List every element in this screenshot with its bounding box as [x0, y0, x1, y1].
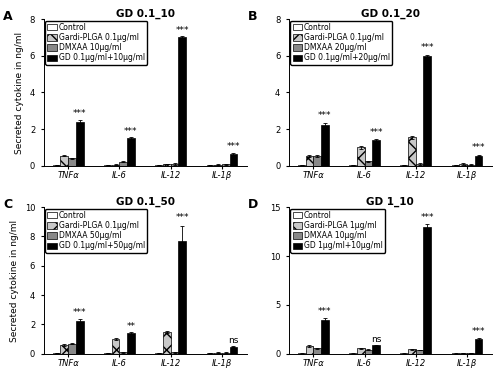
Bar — [222, 164, 230, 166]
Text: ***: *** — [73, 308, 86, 317]
Bar — [170, 352, 178, 354]
Bar — [60, 345, 68, 354]
Bar — [76, 321, 84, 354]
Bar — [460, 353, 467, 354]
Bar — [314, 156, 321, 166]
Bar — [214, 165, 222, 166]
Bar — [349, 353, 357, 354]
Bar — [53, 353, 60, 354]
Bar — [321, 124, 328, 166]
Text: ***: *** — [318, 307, 332, 316]
Bar — [104, 165, 112, 166]
Bar — [76, 122, 84, 166]
Bar — [467, 165, 475, 166]
Bar — [156, 165, 163, 166]
Bar — [163, 164, 170, 166]
Bar — [127, 138, 135, 166]
Bar — [424, 227, 431, 354]
Bar — [467, 353, 475, 354]
Bar — [156, 353, 163, 354]
Bar — [349, 165, 357, 166]
Text: ***: *** — [420, 213, 434, 222]
Bar — [408, 137, 416, 166]
Text: ns: ns — [371, 335, 382, 344]
Bar — [230, 347, 237, 354]
Bar — [112, 339, 120, 354]
Bar — [127, 333, 135, 354]
Y-axis label: Secreted cytokine in ng/ml: Secreted cytokine in ng/ml — [10, 219, 19, 341]
Text: ***: *** — [472, 327, 486, 336]
Bar — [68, 158, 76, 166]
Bar — [408, 349, 416, 354]
Text: ***: *** — [370, 128, 383, 137]
Bar — [104, 353, 112, 354]
Bar — [424, 56, 431, 166]
Bar — [372, 346, 380, 354]
Text: **: ** — [126, 321, 136, 331]
Text: C: C — [3, 198, 12, 211]
Bar — [372, 140, 380, 166]
Bar — [298, 165, 306, 166]
Bar — [314, 349, 321, 354]
Text: ***: *** — [73, 109, 86, 118]
Bar — [222, 353, 230, 354]
Bar — [306, 156, 314, 166]
Text: A: A — [3, 10, 13, 23]
Bar — [68, 344, 76, 354]
Bar — [178, 38, 186, 166]
Text: ***: *** — [472, 143, 486, 152]
Bar — [364, 161, 372, 166]
Bar — [400, 165, 408, 166]
Bar — [357, 349, 364, 354]
Title: GD 0.1_50: GD 0.1_50 — [116, 196, 174, 206]
Bar — [120, 352, 127, 354]
Bar — [206, 165, 214, 166]
Title: GD 0.1_20: GD 0.1_20 — [360, 8, 420, 18]
Bar — [452, 353, 460, 354]
Bar — [178, 241, 186, 354]
Bar — [112, 165, 120, 166]
Bar — [163, 332, 170, 354]
Title: GD 0.1_10: GD 0.1_10 — [116, 8, 174, 18]
Legend: Control, Gardi-PLGA 1μg/ml, DMXAA 10μg/ml, GD 1μg/ml+10μg/ml: Control, Gardi-PLGA 1μg/ml, DMXAA 10μg/m… — [290, 209, 385, 253]
Bar — [214, 353, 222, 354]
Bar — [416, 350, 424, 354]
Y-axis label: Secreted cytokine in ng/ml: Secreted cytokine in ng/ml — [16, 31, 24, 153]
Text: ***: *** — [318, 111, 332, 120]
Bar — [475, 156, 482, 166]
Bar — [230, 154, 237, 166]
Text: ***: *** — [176, 213, 189, 222]
Text: ***: *** — [420, 44, 434, 53]
Text: ***: *** — [176, 26, 189, 35]
Bar — [475, 339, 482, 354]
Bar — [357, 147, 364, 166]
Bar — [206, 353, 214, 354]
Text: B: B — [248, 10, 258, 23]
Bar — [364, 350, 372, 354]
Bar — [120, 162, 127, 166]
Bar — [321, 320, 328, 354]
Text: ***: *** — [226, 142, 240, 151]
Title: GD 1_10: GD 1_10 — [366, 196, 414, 206]
Legend: Control, Gardi-PLGA 0.1μg/ml, DMXAA 20μg/ml, GD 0.1μg/ml+20μg/ml: Control, Gardi-PLGA 0.1μg/ml, DMXAA 20μg… — [290, 21, 392, 65]
Legend: Control, Gardi-PLGA 0.1μg/ml, DMXAA 10μg/ml, GD 0.1μg/ml+10μg/ml: Control, Gardi-PLGA 0.1μg/ml, DMXAA 10μg… — [45, 21, 148, 65]
Bar — [170, 164, 178, 166]
Text: ns: ns — [228, 336, 238, 345]
Bar — [416, 164, 424, 166]
Text: D: D — [248, 198, 258, 211]
Text: ***: *** — [124, 127, 138, 136]
Bar — [400, 353, 408, 354]
Legend: Control, Gardi-PLGA 0.1μg/ml, DMXAA 50μg/ml, GD 0.1μg/ml+50μg/ml: Control, Gardi-PLGA 0.1μg/ml, DMXAA 50μg… — [45, 209, 148, 253]
Bar — [60, 156, 68, 166]
Bar — [460, 164, 467, 166]
Bar — [298, 353, 306, 354]
Bar — [53, 165, 60, 166]
Bar — [306, 346, 314, 354]
Bar — [452, 165, 460, 166]
